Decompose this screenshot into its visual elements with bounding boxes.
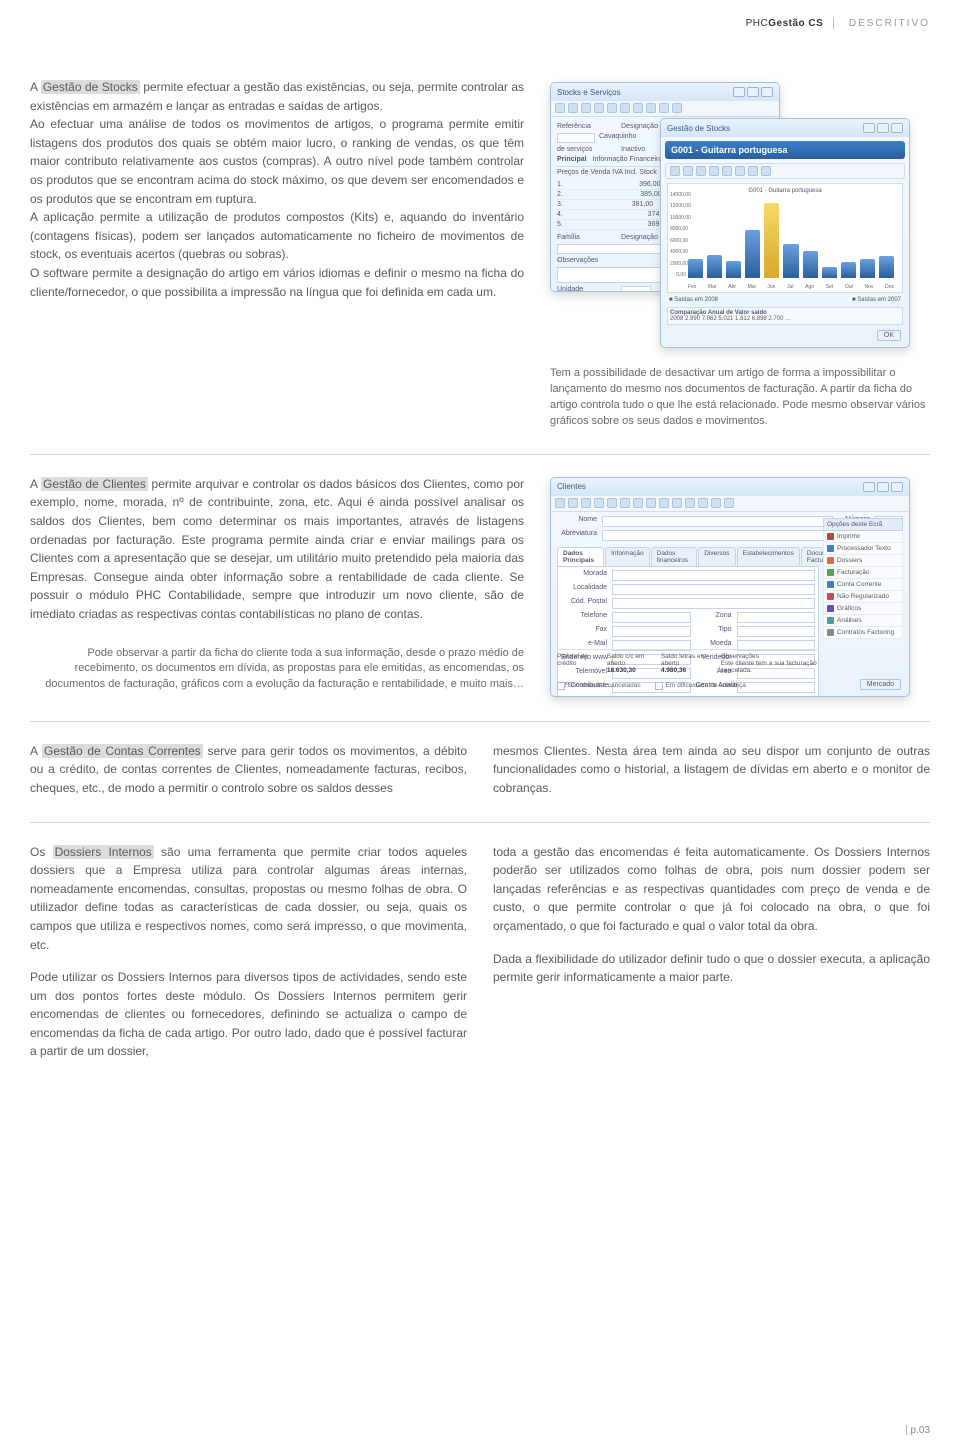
section-clientes: A Gestão de Clientes permite arquivar e …	[30, 475, 930, 697]
ok-button[interactable]: OK	[877, 330, 901, 341]
stocks-title-highlight: Gestão de Stocks	[41, 80, 140, 94]
stocks-screenshot: Stocks e Serviços ReferênciaDesignação C…	[550, 82, 910, 352]
stocks-form-title: Stocks e Serviços	[557, 88, 621, 97]
stocks-p4: O software permite a designação do artig…	[30, 264, 524, 301]
section-contas-correntes: A Gestão de Contas Correntes serve para …	[30, 742, 930, 798]
cc-left: A Gestão de Contas Correntes serve para …	[30, 742, 467, 798]
clientes-win-title: Clientes	[557, 482, 586, 491]
section-dossiers-internos: Os Dossiers Internos são uma ferramenta …	[30, 843, 930, 1062]
di-title-highlight: Dossiers Internos	[53, 845, 154, 859]
cc-right: mesmos Clientes. Nesta área tem ainda ao…	[493, 742, 930, 798]
di-l1: Os Dossiers Internos são uma ferramenta …	[30, 843, 467, 955]
stocks-lead: A Gestão de Stocks permite efectuar a ge…	[30, 78, 524, 115]
stocks-window-chart: Gestão de Stocks G001 - Guitarra portugu…	[660, 118, 910, 348]
section-stocks: A Gestão de Stocks permite efectuar a ge…	[30, 78, 930, 430]
stocks-p2: Ao efectuar uma análise de todos os movi…	[30, 115, 524, 208]
brand: PHCGestão CS	[746, 18, 824, 29]
chart-banner: G001 - Guitarra portuguesa	[665, 141, 905, 159]
clientes-title-highlight: Gestão de Clientes	[41, 477, 148, 491]
page-number: p.03	[906, 1425, 930, 1436]
stocks-p3: A aplicação permite a utilização de prod…	[30, 208, 524, 264]
stocks-caption: Tem a possibilidade de desactivar um art…	[550, 366, 930, 430]
clientes-caption: Pode observar a partir da ficha do clien…	[30, 646, 524, 694]
clientes-window: Clientes Nome Número Abreviatura Inactiv…	[550, 477, 910, 697]
mercado-button[interactable]: Mercado	[860, 679, 901, 690]
clientes-lead: A Gestão de Clientes permite arquivar e …	[30, 475, 524, 624]
bar-chart: G001 - Guitarra portuguesa 14000,0012000…	[667, 183, 903, 293]
stocks-chart-win-title: Gestão de Stocks	[667, 124, 730, 133]
di-r2: Dada a flexibilidade do utilizador defin…	[493, 950, 930, 987]
di-r1: toda a gestão das encomendas é feita aut…	[493, 843, 930, 936]
di-l2: Pode utilizar os Dossiers Internos para …	[30, 968, 467, 1061]
page-header: PHCGestão CS DESCRITIVO	[746, 18, 930, 29]
doc-type-tag: DESCRITIVO	[849, 18, 930, 29]
cc-title-highlight: Gestão de Contas Correntes	[42, 744, 203, 758]
clientes-screenshot: Clientes Nome Número Abreviatura Inactiv…	[550, 477, 910, 697]
